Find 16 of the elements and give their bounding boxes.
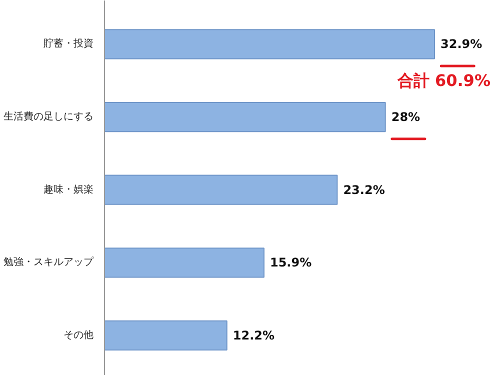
bar	[104, 320, 228, 351]
annotation: 合計 60.9%	[396, 71, 490, 90]
y-tick-label: その他	[64, 328, 94, 341]
data-label: 32.9%	[440, 37, 482, 52]
y-tick-label: 勉強・スキルアップ	[4, 256, 94, 268]
y-tick-label: 生活費の足しにする	[4, 110, 94, 123]
y-tick-label: 趣味・娯楽	[44, 183, 94, 196]
bar	[104, 29, 435, 60]
data-label: 12.2%	[232, 328, 275, 342]
y-tick-label: 貯蓄・投資	[44, 38, 94, 50]
bar	[104, 174, 338, 205]
bar	[104, 248, 264, 278]
data-label: 23.2%	[343, 182, 385, 197]
data-label: 28%	[391, 110, 420, 124]
bar	[104, 102, 386, 132]
data-label: 15.9%	[270, 256, 312, 270]
